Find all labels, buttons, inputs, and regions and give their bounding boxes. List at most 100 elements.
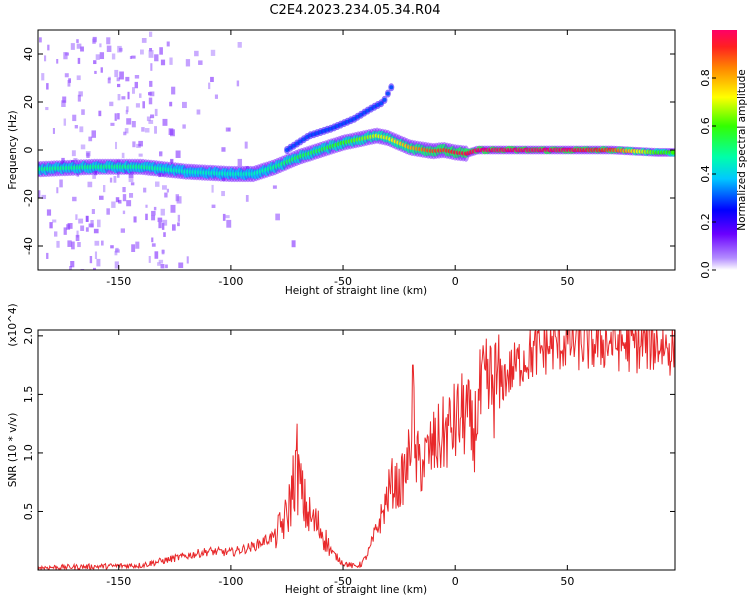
noise-speck [91, 209, 95, 215]
noise-speck [194, 50, 199, 57]
noise-speck [47, 44, 50, 51]
snr-frame [37, 329, 676, 571]
noise-speck [99, 195, 104, 200]
noise-speck [93, 228, 99, 234]
noise-speck [227, 127, 231, 132]
noise-speck [138, 153, 143, 157]
snr-panel: -150 -100 -50 0 50 0.5 1.0 1.5 2.0 Height of str… [7, 303, 676, 596]
spectrogram-panel: -150 -100 -50 0 50 -40 -20 0 20 40 Height of stra… [7, 29, 676, 297]
colorbar-tick-label: 0.4 [699, 165, 712, 183]
noise-speck [151, 237, 154, 243]
noise-speck [141, 38, 147, 43]
noise-speck [145, 204, 148, 208]
noise-speck [67, 223, 73, 229]
noise-speck [211, 204, 216, 209]
noise-speck [157, 262, 161, 266]
ridge-peak [670, 150, 675, 155]
noise-speck [108, 76, 111, 81]
noise-speck [56, 187, 59, 194]
noise-speck [151, 243, 156, 247]
heatmap-layer [38, 31, 675, 270]
noise-speck [139, 93, 142, 98]
noise-speck [115, 141, 118, 150]
colorbar-tick-label: 0.2 [699, 213, 712, 231]
noise-speck [95, 54, 100, 60]
noise-speck [62, 96, 67, 103]
noise-speck [89, 256, 93, 264]
noise-speck [115, 197, 120, 203]
noise-speck [79, 126, 84, 133]
noise-speck [114, 69, 119, 78]
noise-speck [162, 118, 168, 126]
noise-speck [129, 193, 134, 198]
snr-ytick-label: 2.0 [22, 327, 35, 345]
noise-speck [70, 43, 75, 50]
noise-speck [67, 80, 71, 87]
noise-speck [165, 264, 168, 269]
noise-speck [185, 59, 191, 67]
noise-speck [63, 118, 67, 126]
noise-speck [168, 128, 174, 136]
noise-speck [74, 125, 78, 129]
noise-speck [64, 73, 69, 78]
colorbar-tick-label: 0.8 [699, 69, 712, 87]
noise-speck [52, 219, 57, 223]
noise-speck [63, 52, 68, 60]
noise-speck [71, 150, 76, 157]
noise-speck [52, 128, 55, 134]
noise-speck [150, 63, 153, 71]
noise-speck [210, 49, 216, 56]
noise-speck [70, 261, 75, 268]
noise-speck [161, 223, 165, 230]
snr-xlabel: Height of straight line (km) [285, 584, 427, 596]
noise-speck [100, 67, 103, 73]
noise-speck [145, 213, 148, 221]
noise-speck [149, 31, 153, 37]
noise-speck [113, 176, 117, 183]
noise-speck [154, 251, 159, 259]
noise-speck [49, 222, 53, 229]
noise-speck [92, 37, 97, 41]
noise-speck [149, 91, 155, 97]
noise-speck [211, 184, 214, 193]
noise-speck [61, 100, 66, 107]
noise-speck [182, 101, 187, 109]
noise-speck [143, 187, 147, 193]
branch-core [382, 97, 387, 102]
snr-xtick-label: -50 [334, 575, 352, 588]
noise-speck [159, 47, 163, 55]
noise-speck [162, 185, 167, 190]
noise-speck [98, 110, 102, 117]
colorbar-tick-label: 0.0 [699, 261, 712, 279]
noise-speck [116, 159, 120, 164]
noise-speck [114, 113, 117, 121]
snr-xtick-label: -100 [218, 575, 243, 588]
noise-speck [163, 232, 166, 237]
noise-speck [124, 128, 129, 134]
noise-speck [122, 210, 126, 215]
snr-series-line [38, 330, 675, 570]
noise-speck [78, 218, 84, 224]
noise-speck [80, 225, 85, 231]
noise-speck [149, 80, 153, 87]
spectrogram-xlabel: Height of straight line (km) [285, 285, 427, 297]
noise-speck [154, 108, 158, 117]
snr-ytick-label: 0.5 [22, 503, 35, 520]
noise-speck [129, 56, 132, 60]
spectrogram-xtick-label: -150 [106, 275, 131, 288]
noise-speck [160, 59, 166, 66]
noise-speck [164, 192, 168, 198]
noise-speck [99, 52, 105, 60]
noise-speck [150, 114, 155, 119]
noise-speck [176, 196, 182, 204]
noise-speck [121, 96, 126, 100]
noise-speck [93, 267, 96, 270]
spectrogram-ytick-label: -40 [22, 237, 35, 255]
noise-speck [71, 241, 75, 250]
noise-speck [198, 60, 203, 65]
noise-speck [134, 75, 140, 79]
noise-speck [128, 171, 134, 178]
noise-speck [245, 195, 249, 202]
noise-speck [177, 222, 180, 227]
noise-speck [111, 53, 116, 60]
